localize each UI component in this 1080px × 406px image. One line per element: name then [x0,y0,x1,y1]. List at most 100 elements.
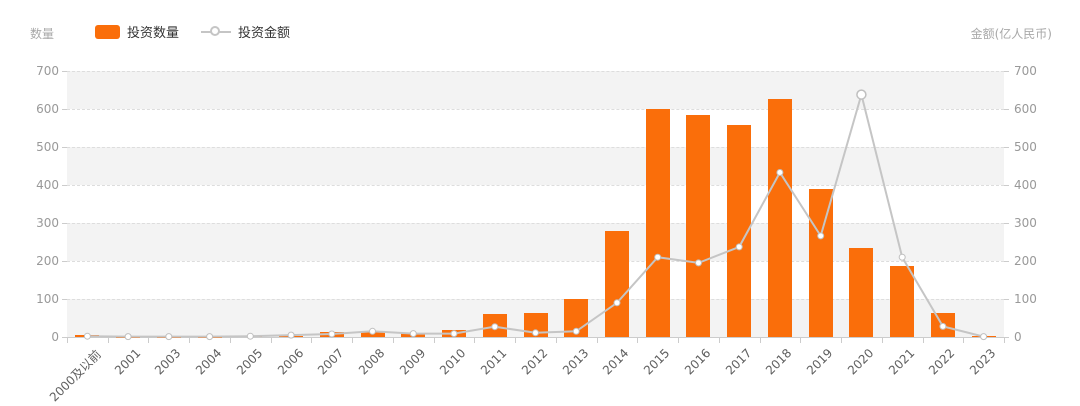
legend-item-investment-count[interactable]: 投资数量 [95,22,179,41]
left-axis-title: 数量 [30,27,55,41]
left-axis-label-100: 100 [36,292,59,306]
right-axis-label-700: 700 [1014,64,1037,78]
bar-2021[interactable] [890,266,915,337]
x-axis-tick [392,338,394,343]
x-axis-tick [67,338,68,343]
right-axis-tick [1004,299,1009,300]
right-axis-label-400: 400 [1014,178,1037,192]
line-point-2003[interactable] [165,333,173,341]
line-point-2010[interactable] [450,330,458,338]
background-band [67,147,1004,185]
gridline-500 [67,147,1004,148]
x-axis-tick [800,338,802,343]
x-axis-tick [474,338,476,343]
x-axis-tick [596,338,598,343]
line-point-2019[interactable] [817,232,825,240]
right-axis-tick [1004,185,1009,186]
x-axis-tick [555,338,557,343]
x-axis-tick [759,338,761,343]
x-axis-tick [515,338,517,343]
line-point-2018[interactable] [776,169,784,176]
background-band [67,185,1004,223]
line-point-2016[interactable] [695,259,702,267]
bar-2018[interactable] [767,98,792,337]
left-axis-tick [62,109,67,110]
gridline-300 [67,223,1004,224]
legend: 投资数量 投资金额 [95,22,290,41]
right-axis-label-500: 500 [1014,140,1037,154]
left-axis-label-200: 200 [36,254,59,268]
left-axis-tick [62,299,67,300]
left-axis-label-600: 600 [36,102,59,116]
right-axis-tick [1004,109,1009,110]
line-point-2008[interactable] [369,327,376,335]
x-axis-tick [718,338,720,343]
x-axis-tick [148,338,150,343]
x-axis-tick [107,338,109,343]
line-point-2013[interactable] [572,327,580,335]
x-axis-line [67,337,1004,338]
x-axis-tick [433,338,435,343]
background-band [67,261,1004,299]
left-axis-tick [62,337,67,338]
background-band [67,223,1004,261]
line-point-2006[interactable] [287,331,295,339]
bar-2015[interactable] [645,109,670,337]
left-axis-tick [62,185,67,186]
line-point-2021[interactable] [898,253,906,261]
line-point-2023[interactable] [980,333,988,341]
line-point-2009[interactable] [409,330,417,338]
x-axis-tick [189,338,191,343]
line-point-2014[interactable] [613,299,621,307]
line-point-2001[interactable] [124,333,132,341]
right-axis-tick [1004,261,1009,262]
right-axis-label-0: 0 [1014,330,1022,344]
line-point-2015[interactable] [654,253,662,261]
gridline-100 [67,299,1004,300]
line-point-2007[interactable] [328,330,336,338]
bar-2020[interactable] [849,247,874,337]
right-axis-label-300: 300 [1014,216,1037,230]
left-axis-label-400: 400 [36,178,59,192]
x-axis-tick [841,338,843,343]
left-axis-label-700: 700 [36,64,59,78]
line-point-2012[interactable] [532,329,539,337]
gridline-200 [67,261,1004,262]
legend-label-investment-count: 投资数量 [127,26,180,41]
background-band [67,71,1004,109]
left-axis-tick [62,261,67,262]
left-axis-tick [62,223,67,224]
left-axis-label-500: 500 [36,140,59,154]
line-point-2000及以前[interactable] [83,332,91,340]
right-axis-tick [1004,71,1009,72]
bar-2019[interactable] [808,188,833,337]
x-axis-tick [1004,338,1005,343]
x-axis-tick [881,338,883,343]
x-axis-tick [229,338,231,343]
line-series-swatch [201,25,232,39]
bar-2016[interactable] [686,115,711,337]
line-point-2022[interactable] [939,322,947,330]
x-axis-tick [678,338,680,343]
gridline-600 [67,109,1004,110]
legend-item-investment-amount[interactable]: 投资金额 [201,22,290,41]
bar-2014[interactable] [604,231,629,337]
x-axis-tick [637,338,639,343]
right-axis-tick [1004,223,1009,224]
right-axis-title: 金额(亿人民币) [970,27,1052,41]
line-point-2004[interactable] [206,333,214,341]
right-axis-tick [1004,147,1009,148]
line-point-2017[interactable] [735,243,743,251]
legend-label-investment-amount: 投资金额 [238,26,291,41]
gridline-400 [67,185,1004,186]
line-point-2011[interactable] [491,323,499,331]
left-axis-tick [62,147,67,148]
line-point-2005[interactable] [246,332,254,340]
x-axis-tick [922,338,924,343]
right-axis-tick [1004,337,1009,338]
line-point-2020[interactable] [856,89,867,100]
left-axis-label-0: 0 [51,330,59,344]
gridline-700 [67,71,1004,72]
